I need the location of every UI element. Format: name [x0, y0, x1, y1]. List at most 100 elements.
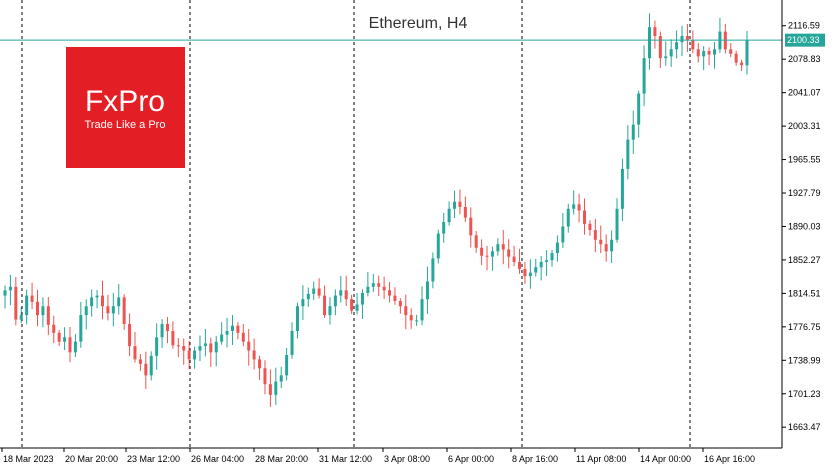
candle-body: [685, 36, 689, 41]
candle-body: [198, 346, 202, 351]
candle-body: [431, 258, 435, 282]
candle-body: [165, 323, 169, 332]
candle-body: [702, 51, 706, 57]
candle-body: [398, 300, 402, 307]
candle-body: [555, 242, 559, 254]
candle-body: [436, 233, 440, 259]
candle-body: [642, 58, 646, 94]
candle-body: [420, 299, 424, 321]
candle-body: [68, 337, 72, 353]
candle-body: [187, 350, 191, 360]
candle-body: [111, 306, 115, 314]
candle-body: [729, 49, 733, 54]
candle-body: [512, 256, 516, 262]
candle-body: [63, 337, 67, 342]
candle-body: [214, 341, 218, 353]
candle-body: [696, 49, 700, 57]
candle-body: [583, 210, 587, 224]
candle-body: [35, 301, 39, 316]
candle-body: [144, 363, 148, 376]
candle-body: [545, 260, 549, 262]
time-axis: 18 Mar 2023 20 Mar 20:00 23 Mar 12:00 26 Ma…: [1, 448, 755, 464]
candle-body: [550, 253, 554, 261]
candle-body: [100, 295, 104, 307]
candle-body: [713, 49, 717, 55]
time-tick-label: 6 Apr 00:00: [448, 454, 494, 464]
candle-body: [30, 295, 34, 302]
price-tick-label: 1814.51: [788, 288, 821, 298]
candle-body: [220, 334, 224, 342]
candle-body: [393, 295, 397, 301]
candle-body: [588, 223, 592, 231]
candle-body: [323, 295, 327, 316]
candle-body: [279, 375, 283, 382]
candle-body: [73, 341, 77, 353]
time-tick-label: 23 Mar 12:00: [127, 454, 180, 464]
candle-body: [90, 297, 94, 307]
candle-body: [675, 42, 679, 50]
candle-body: [301, 299, 305, 307]
candle-body: [518, 261, 522, 270]
candle-body: [241, 332, 245, 342]
candle-body: [128, 323, 132, 347]
candle-body: [155, 337, 159, 356]
candle-body: [425, 281, 429, 300]
price-tick-label: 1738.99: [788, 355, 821, 365]
candle-body: [355, 304, 359, 311]
price-tick-label: 1776.75: [788, 322, 821, 332]
candle-body: [501, 244, 505, 250]
candle-body: [366, 286, 370, 293]
candle-body: [3, 290, 7, 296]
candle-body: [263, 368, 267, 385]
candle-body: [117, 297, 121, 307]
candle-body: [572, 204, 576, 209]
candle-body: [620, 168, 624, 209]
candle-body: [95, 295, 99, 298]
price-tick-label: 2116.59: [788, 21, 820, 31]
candle-body: [593, 230, 597, 240]
candle-body: [312, 288, 316, 294]
candle-body: [528, 272, 532, 277]
candle-body: [669, 49, 673, 57]
candle-body: [230, 325, 234, 332]
candle-body: [599, 239, 603, 245]
candle-body: [566, 208, 570, 227]
candle-body: [160, 323, 164, 338]
candle-body: [680, 36, 684, 43]
candle-body: [290, 331, 294, 355]
candle-body: [648, 27, 652, 59]
candle-body: [447, 208, 451, 223]
candle-body: [84, 306, 88, 316]
candle-body: [252, 350, 256, 360]
candle-body: [19, 315, 23, 320]
candle-body: [507, 249, 511, 257]
time-tick-label: 16 Apr 16:00: [704, 454, 755, 464]
candle-body: [317, 288, 321, 296]
price-tick-label: 1852.27: [788, 255, 821, 265]
candle-body: [561, 226, 565, 243]
price-tick-label: 1890.03: [788, 221, 821, 231]
candle-body: [637, 93, 641, 125]
candle-body: [734, 53, 738, 63]
candle-body: [25, 295, 29, 316]
logo-box: [66, 47, 185, 168]
time-tick-label: 31 Mar 12:00: [319, 454, 372, 464]
candle-body: [247, 341, 251, 351]
candle-body: [57, 332, 61, 342]
current-price-label: 2100.33: [787, 35, 820, 45]
candles: [3, 13, 749, 407]
candle-body: [474, 235, 478, 248]
candle-body: [171, 331, 175, 346]
candle-body: [295, 306, 299, 332]
candle-body: [382, 286, 386, 291]
candle-body: [577, 204, 581, 211]
time-tick-label: 18 Mar 2023: [3, 454, 54, 464]
price-tick-label: 1965.55: [788, 155, 821, 165]
candle-body: [225, 331, 229, 335]
candle-body: [41, 306, 45, 316]
candle-body: [209, 343, 213, 353]
candle-body: [236, 325, 240, 333]
price-axis: 2116.59 2078.83 2041.07 2003.31 1965.55 1927.…: [0, 0, 821, 449]
candle-body: [46, 306, 50, 325]
